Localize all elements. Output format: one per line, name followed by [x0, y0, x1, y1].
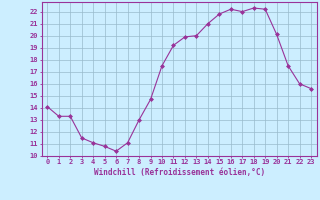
X-axis label: Windchill (Refroidissement éolien,°C): Windchill (Refroidissement éolien,°C): [94, 168, 265, 177]
